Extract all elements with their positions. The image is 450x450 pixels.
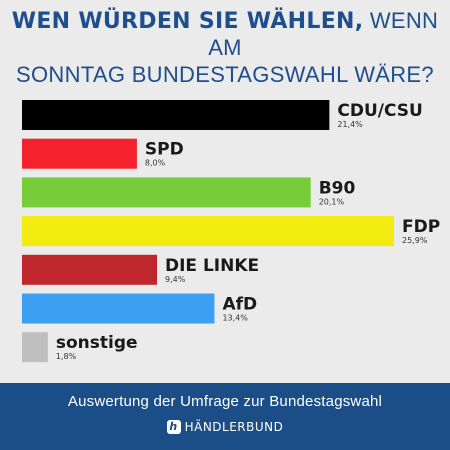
title-rest: WENN AM — [208, 8, 439, 60]
bar-fdp — [22, 216, 394, 247]
bar-sonstige — [22, 332, 48, 363]
party-label-sonstige: sonstige — [56, 333, 138, 353]
chart-title: WEN WÜRDEN SIE WÄHLEN, WENN AM SONNTAG B… — [0, 8, 450, 88]
footer-text: Auswertung der Umfrage zur Bundestagswah… — [67, 393, 383, 410]
bar-cdu-csu — [22, 100, 330, 130]
bar-die-linke — [22, 254, 158, 285]
party-label-cdu-csu: CDU/CSU — [337, 101, 422, 121]
value-label-cdu-csu: 21,4% — [337, 120, 363, 129]
logo-text: HÄNDLERBUND — [184, 420, 284, 434]
party-label-b90: B90 — [319, 178, 356, 198]
party-label-fdp: FDP — [402, 217, 440, 237]
value-label-b90: 20,1% — [319, 197, 345, 206]
value-label-die-linke: 9,4% — [165, 275, 186, 284]
bar-b90 — [22, 177, 311, 208]
value-label-spd: 8,0% — [145, 159, 166, 168]
haendlerbund-logo: ℎ HÄNDLERBUND — [166, 420, 284, 434]
haendlerbund-logo-icon: ℎ — [166, 420, 181, 434]
value-label-sonstige: 1,8% — [56, 352, 77, 361]
bar-spd — [22, 138, 137, 169]
footer: Auswertung der Umfrage zur Bundestagswah… — [0, 383, 450, 450]
party-label-afd: AfD — [222, 295, 257, 315]
party-label-spd: SPD — [145, 140, 184, 160]
party-label-die-linke: DIE LINKE — [165, 256, 259, 276]
value-label-afd: 13,4% — [222, 314, 248, 323]
title-bold: WEN WÜRDEN SIE WÄHLEN, — [11, 9, 364, 34]
bar-afd — [22, 293, 215, 324]
title-line2: SONNTAG BUNDESTAGSWAHL WÄRE? — [16, 62, 434, 87]
value-label-fdp: 25,9% — [402, 236, 428, 245]
